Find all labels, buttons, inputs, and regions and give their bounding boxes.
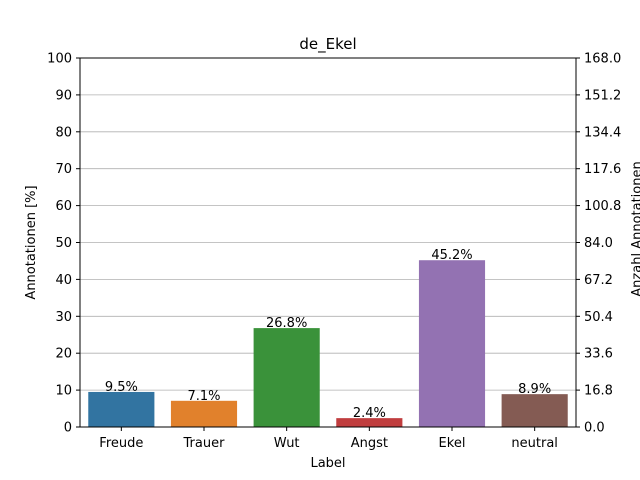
x-tick-label: Freude xyxy=(99,436,143,451)
x-tick-label: Wut xyxy=(274,436,300,451)
y2-tick-label: 0.0 xyxy=(584,421,605,436)
bar-value-labels: 9.5% 7.1% 26.8% 2.4% 45.2% 8.9% xyxy=(105,248,551,421)
bars xyxy=(88,260,568,427)
x-tick-label: Trauer xyxy=(183,436,226,451)
y2-tick-label: 16.8 xyxy=(584,384,613,399)
y2-tick-label: 67.2 xyxy=(584,273,613,288)
bar-value-label: 7.1% xyxy=(187,389,220,404)
y2-tick-label: 100.8 xyxy=(584,199,621,214)
x-tick-label: Angst xyxy=(351,436,388,451)
y-tick-label: 90 xyxy=(55,88,72,103)
bar-value-label: 9.5% xyxy=(105,380,138,395)
bar-value-label: 45.2% xyxy=(431,248,472,263)
y2-tick-label: 33.6 xyxy=(584,347,613,362)
y-tick-label: 80 xyxy=(55,125,72,140)
grid-lines xyxy=(80,57,576,428)
y-tick-label: 0 xyxy=(64,421,72,436)
y-axis-label: Annotationen [%] xyxy=(24,185,39,299)
bar-freude xyxy=(88,391,155,427)
y2-tick-label: 168.0 xyxy=(584,52,621,67)
bar-value-label: 2.4% xyxy=(353,406,386,421)
bar-trauer xyxy=(170,400,238,427)
x-axis-label: Label xyxy=(310,456,345,471)
y-tick-label: 30 xyxy=(55,310,72,325)
bar-neutral xyxy=(501,394,568,427)
y2-tick-label: 151.2 xyxy=(584,88,621,103)
y-axis-ticks: 0 10 20 30 40 50 60 70 80 90 100 xyxy=(47,52,80,436)
x-axis-ticks: Freude Trauer Wut Angst Ekel neutral xyxy=(99,427,558,451)
y-tick-label: 60 xyxy=(55,199,72,214)
y2-tick-label: 84.0 xyxy=(584,236,613,251)
y2-tick-label: 50.4 xyxy=(584,310,613,325)
bar-value-label: 26.8% xyxy=(266,316,307,331)
bar-value-label: 8.9% xyxy=(518,382,551,397)
y2-axis-ticks: 0.0 16.8 33.6 50.4 67.2 84.0 100.8 117.6 134.4 15… xyxy=(576,52,621,436)
y2-tick-label: 117.6 xyxy=(584,162,621,177)
y2-tick-label: 134.4 xyxy=(584,125,621,140)
bar-angst xyxy=(336,418,403,427)
bar-ekel xyxy=(418,260,486,427)
y-tick-label: 70 xyxy=(55,162,72,177)
y-tick-label: 20 xyxy=(55,347,72,362)
y-tick-label: 100 xyxy=(47,52,72,67)
x-tick-label: Ekel xyxy=(439,436,466,451)
y-tick-label: 50 xyxy=(55,236,72,251)
y-tick-label: 40 xyxy=(55,273,72,288)
chart-title: de_Ekel xyxy=(299,35,356,54)
y-tick-label: 10 xyxy=(55,384,72,399)
x-tick-label: neutral xyxy=(511,436,558,451)
y2-axis-label: Anzahl Annotationen xyxy=(630,161,640,296)
bar-wut xyxy=(253,328,320,427)
